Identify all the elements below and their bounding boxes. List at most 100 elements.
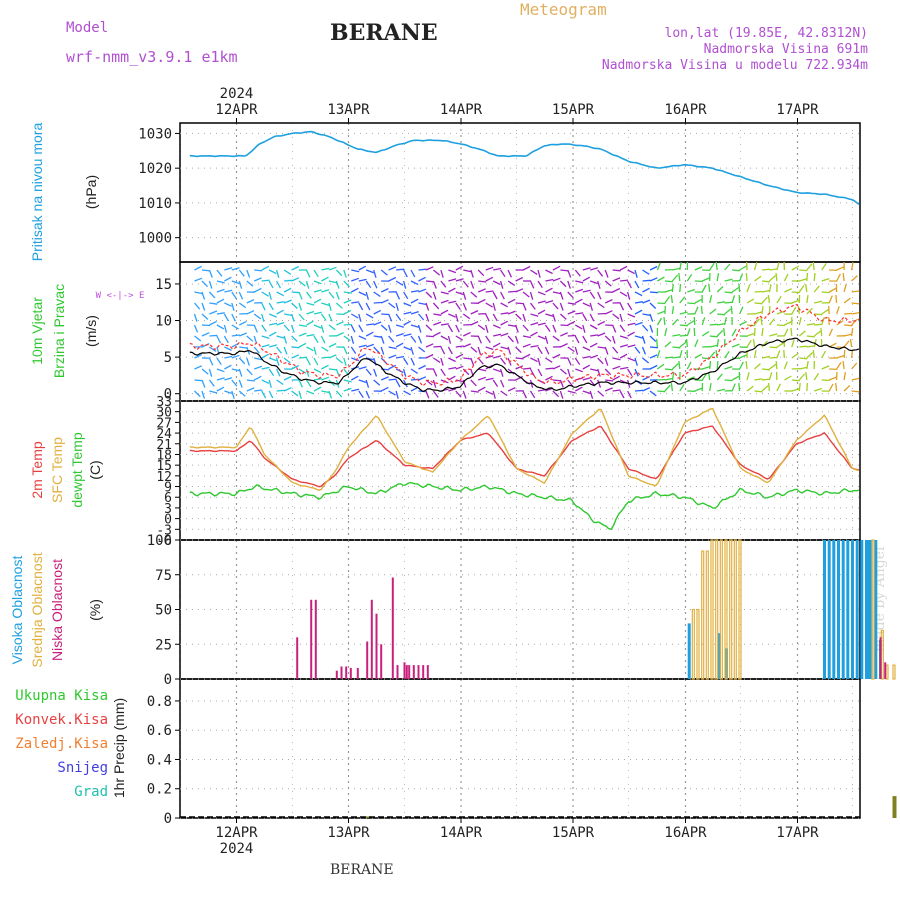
wind-barb bbox=[365, 343, 375, 348]
wind-barb bbox=[305, 291, 312, 299]
wind-barb bbox=[410, 335, 417, 343]
wind-barb bbox=[664, 280, 673, 283]
wind-barb bbox=[552, 390, 560, 398]
wind-barb bbox=[209, 302, 218, 305]
wind-barb bbox=[507, 324, 517, 327]
wind-barb bbox=[395, 332, 404, 337]
wind-barb bbox=[753, 262, 758, 271]
low-cloud-bar bbox=[412, 665, 415, 679]
wind-barb bbox=[567, 310, 576, 315]
footer-station-name: BERANE bbox=[330, 862, 394, 878]
bottom-year-label: 2024 bbox=[220, 841, 254, 857]
wind-barb bbox=[485, 335, 491, 343]
wind-barb bbox=[298, 390, 302, 399]
wind-barb bbox=[208, 269, 213, 278]
wind-barb bbox=[708, 284, 711, 293]
wind-barb bbox=[313, 368, 322, 374]
wind-barb bbox=[373, 291, 381, 298]
wind-barb bbox=[694, 306, 699, 315]
wind-barb bbox=[402, 368, 407, 377]
wind-barb bbox=[619, 353, 628, 359]
wind-barb bbox=[261, 335, 270, 340]
wind-barb bbox=[783, 349, 786, 359]
wind-barb bbox=[508, 290, 517, 293]
high-cloud-bar bbox=[823, 540, 826, 679]
wind-barb bbox=[559, 390, 564, 399]
wind-barb bbox=[395, 302, 399, 311]
wind-barb bbox=[305, 269, 311, 278]
wind-barb bbox=[537, 388, 547, 392]
wind-barb bbox=[559, 291, 564, 300]
wind-barb bbox=[791, 299, 800, 304]
wind-barb bbox=[455, 278, 464, 282]
wind-barb bbox=[582, 377, 591, 381]
top-day-label: 13APR bbox=[327, 102, 370, 118]
wind-barb bbox=[396, 268, 405, 271]
precip-bar bbox=[365, 816, 370, 818]
wind-barb bbox=[418, 376, 427, 381]
wind-barb bbox=[477, 357, 484, 365]
wind-barb bbox=[700, 305, 703, 315]
wind-barb bbox=[239, 320, 247, 326]
wind-barb bbox=[239, 332, 247, 337]
wind-barb bbox=[836, 354, 845, 359]
wind-barb bbox=[529, 379, 534, 388]
wind-barb bbox=[283, 387, 292, 392]
wind-barb bbox=[253, 375, 262, 381]
wind-barb bbox=[627, 269, 635, 275]
temp-tick-label: 0 bbox=[164, 513, 172, 528]
station-elevation: Nadmorska Visina 691m bbox=[703, 42, 868, 57]
wind-barb bbox=[657, 276, 665, 282]
wind-barb bbox=[328, 291, 335, 299]
wind-barb bbox=[246, 387, 255, 392]
wind-barb bbox=[678, 361, 681, 370]
wind-barb bbox=[358, 291, 367, 296]
pressure-tick-label: 1020 bbox=[138, 161, 172, 177]
wind-barb bbox=[276, 389, 285, 392]
wind-barb bbox=[403, 357, 409, 366]
wind-barb bbox=[246, 269, 251, 278]
wind-barb bbox=[388, 346, 397, 350]
wind-barb bbox=[597, 291, 602, 300]
wind-barb bbox=[321, 376, 330, 381]
wind-barb bbox=[358, 390, 364, 398]
wind-barb bbox=[791, 306, 797, 315]
wind-barb bbox=[440, 346, 446, 355]
wind-barb bbox=[664, 341, 672, 348]
wind-barb bbox=[709, 360, 712, 370]
wind-barb bbox=[201, 302, 206, 311]
wind-barb bbox=[522, 343, 531, 348]
wind-barb bbox=[373, 321, 382, 326]
pressure-line bbox=[189, 130, 860, 205]
wind-barb bbox=[283, 346, 288, 355]
wind-barb bbox=[843, 371, 847, 381]
wind-barb bbox=[462, 313, 471, 320]
wind-barb bbox=[672, 346, 681, 349]
wind-barb bbox=[216, 288, 225, 293]
wind-barb bbox=[425, 313, 430, 322]
wind-barb bbox=[567, 302, 576, 305]
wind-barb bbox=[724, 308, 732, 315]
cloud-low-axis-label: Niska Oblacnost bbox=[49, 559, 65, 661]
wind-barb bbox=[194, 291, 203, 295]
wind-barb bbox=[552, 335, 560, 342]
low-cloud-bar bbox=[422, 665, 425, 679]
wind-barb bbox=[223, 313, 229, 322]
wind-barb bbox=[261, 344, 270, 348]
wind-barb bbox=[410, 269, 416, 278]
wind-barb bbox=[775, 272, 778, 282]
wind-barb bbox=[283, 324, 290, 332]
wind-barb bbox=[686, 273, 693, 282]
wind-barb bbox=[455, 345, 464, 348]
panel-frame-precip bbox=[179, 678, 861, 819]
wind-barb bbox=[671, 318, 679, 326]
wind-barb bbox=[351, 277, 360, 282]
wind-barb bbox=[537, 269, 541, 278]
wind-barb bbox=[664, 384, 671, 392]
wind-barb bbox=[209, 346, 217, 353]
wind-barb bbox=[231, 324, 240, 330]
wind-barb bbox=[403, 346, 412, 351]
wind-barb bbox=[470, 269, 474, 278]
wind-barb bbox=[806, 335, 815, 338]
wind-barb bbox=[208, 379, 215, 387]
